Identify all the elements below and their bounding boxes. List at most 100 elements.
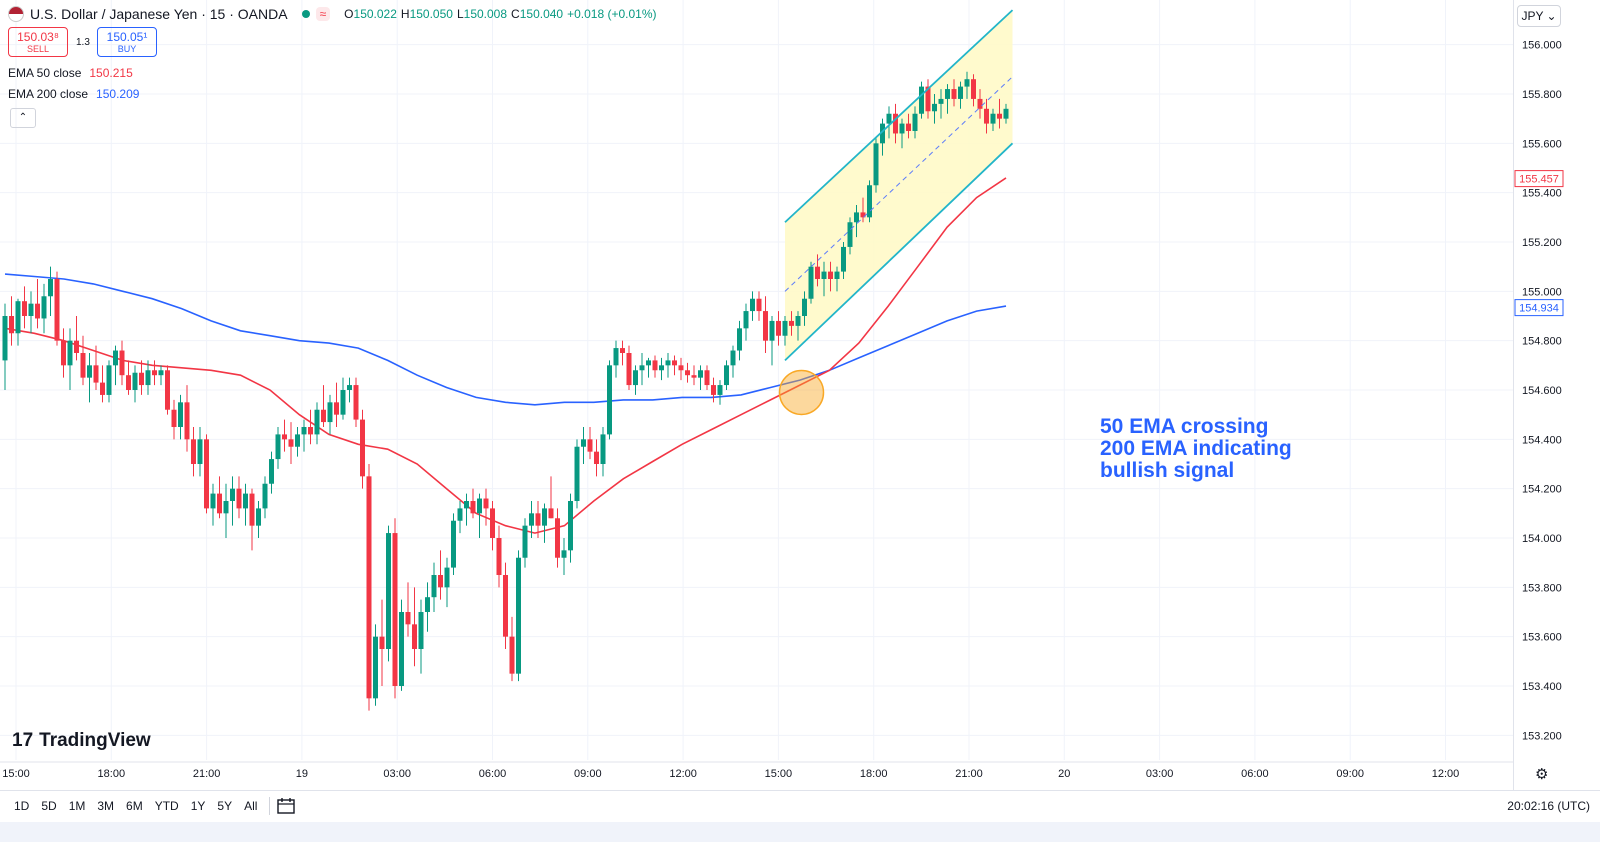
tradingview-logo[interactable]: 17 TradingView <box>12 730 151 752</box>
candle <box>522 518 528 568</box>
range-button-1d[interactable]: 1D <box>14 799 30 813</box>
candle-body <box>854 212 859 223</box>
range-button-5y[interactable]: 5Y <box>217 799 233 813</box>
candle-body <box>828 271 833 279</box>
candle <box>405 582 411 637</box>
candle-body <box>613 348 619 366</box>
candle <box>932 94 937 124</box>
candle-body <box>269 459 274 484</box>
candle <box>321 385 326 427</box>
candle <box>782 316 788 346</box>
candle-body <box>886 113 892 124</box>
candle-body <box>808 266 814 299</box>
candle-body <box>119 350 125 376</box>
range-toolbar: 1D 5D 1M 3M 6M YTD 1Y 5Y All 20:02:16 (UTC) <box>0 790 1600 821</box>
ema50-legend[interactable]: EMA 50 close 150.215 <box>8 66 133 80</box>
candle <box>15 298 21 346</box>
buy-button[interactable]: 150.05¹ BUY <box>97 27 157 57</box>
crossover-annotation: 50 EMA crossing 200 EMA indicating bulli… <box>1100 416 1292 482</box>
candle <box>197 427 203 477</box>
gear-icon[interactable]: ⚙ <box>1535 766 1549 783</box>
candle-body <box>607 365 612 435</box>
range-button-6m[interactable]: 6M <box>126 799 143 813</box>
currency-select[interactable]: JPY ⌄ <box>1517 5 1561 27</box>
candle-body <box>405 612 411 625</box>
candle <box>737 320 742 361</box>
candle-body <box>132 372 138 390</box>
range-buttons: 1D 5D 1M 3M 6M YTD 1Y 5Y All <box>8 799 263 813</box>
crossover-marker <box>778 369 825 416</box>
bottom-panel-strip <box>0 822 1600 842</box>
range-button-all[interactable]: All <box>244 799 258 813</box>
candle <box>581 427 586 464</box>
candle <box>860 197 866 223</box>
collapse-legend-button[interactable]: ⌃ <box>10 108 36 128</box>
candle-body <box>678 365 684 371</box>
ema200-legend[interactable]: EMA 200 close 150.209 <box>8 87 139 101</box>
candle-body <box>841 246 846 272</box>
wave-icon: ≈ <box>315 7 331 21</box>
candle-body <box>9 316 14 334</box>
candle <box>392 518 398 699</box>
candle <box>243 483 248 526</box>
calendar-icon[interactable] <box>276 797 296 815</box>
candle <box>873 138 879 193</box>
candle <box>639 353 645 386</box>
candle <box>379 599 385 686</box>
candle <box>633 365 638 395</box>
candle <box>587 427 593 460</box>
candle-body <box>938 98 944 104</box>
candle <box>470 488 476 519</box>
candle-body <box>93 365 99 383</box>
ohlc-values: O150.022 H150.050 L150.008 C150.040 +0.018 (… <box>344 7 656 21</box>
candle-body <box>795 316 801 326</box>
candle-body <box>529 513 534 526</box>
candle <box>308 409 313 445</box>
range-button-5d[interactable]: 5D <box>41 799 57 813</box>
candle-body <box>542 508 547 526</box>
candle-body <box>171 409 177 427</box>
candle-body <box>951 89 957 99</box>
candle-body <box>399 612 404 686</box>
candle-body <box>620 348 625 353</box>
candle <box>854 205 859 238</box>
candle-body <box>165 370 170 410</box>
candle-body <box>386 533 391 649</box>
candle-body <box>600 434 606 464</box>
candle-body <box>178 402 183 427</box>
currency-label: JPY <box>1521 9 1544 23</box>
candle <box>386 525 391 662</box>
symbol-title[interactable]: U.S. Dollar / Japanese Yen · 15 · OANDA <box>30 6 288 22</box>
range-button-3m[interactable]: 3M <box>97 799 115 813</box>
candle <box>568 493 573 563</box>
price-axis[interactable] <box>1513 0 1600 790</box>
candle-body <box>483 498 489 509</box>
candle <box>223 483 229 538</box>
candle <box>288 422 294 464</box>
sell-button[interactable]: 150.03⁸ SELL <box>8 27 68 57</box>
candle-body <box>717 385 723 395</box>
candle-body <box>275 434 281 460</box>
range-button-1m[interactable]: 1M <box>68 799 86 813</box>
price-chart[interactable] <box>0 0 1513 790</box>
candle <box>958 81 963 109</box>
candle <box>880 118 885 156</box>
range-button-ytd[interactable]: YTD <box>154 799 179 813</box>
candle-body <box>496 538 502 575</box>
tradingview-logo-icon: 17 <box>12 730 34 751</box>
ohlc-key: H <box>400 7 410 21</box>
candle-body <box>139 372 144 386</box>
candle <box>691 365 697 386</box>
candle-body <box>815 266 820 279</box>
candle-body <box>522 525 528 558</box>
candle-body <box>87 365 92 378</box>
candle-body <box>54 279 60 341</box>
range-button-1y[interactable]: 1Y <box>190 799 206 813</box>
candle <box>698 365 703 390</box>
market-status[interactable]: ≈ <box>301 7 331 21</box>
candle-body <box>925 86 931 112</box>
candle <box>626 345 632 390</box>
candle-body <box>74 340 79 353</box>
utc-clock[interactable]: 20:02:16 (UTC) <box>1507 799 1590 813</box>
ohlc-key: O <box>344 7 354 21</box>
